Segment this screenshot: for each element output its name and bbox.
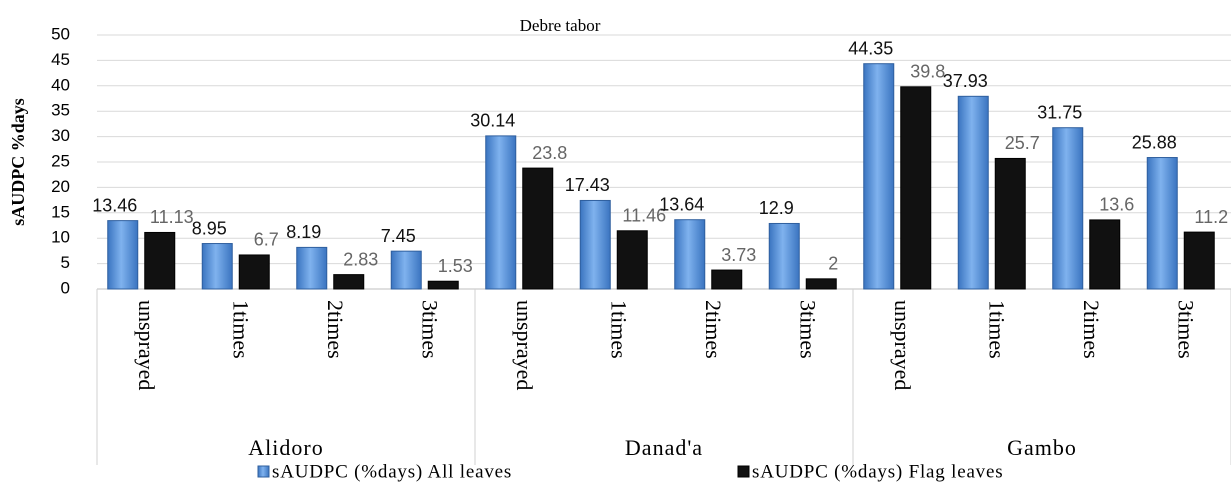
data-label: 13.64 xyxy=(659,194,704,214)
bar xyxy=(900,86,932,290)
data-label: 25.88 xyxy=(1132,132,1177,152)
bar xyxy=(390,250,422,290)
bar xyxy=(711,269,743,290)
data-label: 12.9 xyxy=(759,198,794,218)
x-tick-label: 3times xyxy=(418,300,443,359)
data-label: 44.35 xyxy=(848,38,893,58)
data-label: 8.95 xyxy=(192,218,227,238)
y-tick-label: 10 xyxy=(51,228,70,247)
x-tick-label: 2times xyxy=(1079,300,1104,359)
legend-label: sAUDPC (%days) Flag leaves xyxy=(752,461,1003,482)
data-label: 11.46 xyxy=(622,206,666,226)
data-label: 37.93 xyxy=(943,71,988,91)
data-label: 8.19 xyxy=(286,222,321,242)
y-tick-label: 30 xyxy=(51,126,70,145)
legend-swatch xyxy=(257,465,270,478)
bar xyxy=(427,280,459,290)
data-label: 17.43 xyxy=(565,175,610,195)
data-label: 7.45 xyxy=(381,226,416,246)
x-tick-label: 2times xyxy=(701,300,726,359)
data-label: 13.46 xyxy=(92,195,137,215)
bar xyxy=(994,157,1026,290)
y-tick-label: 35 xyxy=(51,101,70,120)
data-label: 11.2 xyxy=(1194,207,1228,227)
data-label: 31.75 xyxy=(1037,102,1082,122)
bar xyxy=(616,230,648,290)
x-tick-label: unsprayed xyxy=(134,300,159,390)
x-tick-label: 1times xyxy=(985,300,1010,359)
data-label: 25.7 xyxy=(1005,133,1040,153)
bar xyxy=(579,199,611,290)
data-label: 39.8 xyxy=(910,62,945,82)
x-tick-label: 3times xyxy=(796,300,821,359)
group-label: Danad'a xyxy=(625,435,703,460)
data-label: 11.13 xyxy=(150,207,194,227)
chart-title: Debre tabor xyxy=(520,16,601,35)
legend-swatch xyxy=(737,465,750,478)
data-label: 13.6 xyxy=(1099,195,1134,215)
y-axis-label: sAUDPC %days xyxy=(8,98,28,226)
y-tick-label: 45 xyxy=(51,50,70,69)
bar xyxy=(768,222,800,290)
bar xyxy=(107,220,139,290)
x-tick-label: unsprayed xyxy=(890,300,915,390)
data-label: 23.8 xyxy=(532,143,567,163)
y-tick-label: 20 xyxy=(51,177,70,196)
bar xyxy=(1052,127,1084,290)
x-tick-label: 1times xyxy=(607,300,632,359)
bar xyxy=(333,274,365,290)
x-tick-label: 3times xyxy=(1174,300,1199,359)
bar xyxy=(201,243,233,290)
bar xyxy=(485,135,517,290)
bar xyxy=(805,278,837,290)
group-label: Gambo xyxy=(1007,435,1077,460)
x-tick-label: 1times xyxy=(229,300,254,359)
bar xyxy=(674,219,706,290)
data-label: 30.14 xyxy=(470,111,515,131)
bar xyxy=(238,254,270,290)
bar xyxy=(1183,231,1215,290)
legend-label: sAUDPC (%days) All leaves xyxy=(272,461,512,482)
x-tick-label: unsprayed xyxy=(512,300,537,390)
data-label: 2 xyxy=(828,254,838,274)
data-label: 2.83 xyxy=(343,249,378,269)
y-tick-label: 40 xyxy=(51,75,70,94)
data-label: 3.73 xyxy=(721,245,756,265)
bar xyxy=(296,246,328,290)
y-tick-label: 50 xyxy=(51,24,70,43)
bar xyxy=(1146,157,1178,290)
bar xyxy=(144,231,176,290)
y-tick-label: 25 xyxy=(51,151,70,170)
y-tick-label: 0 xyxy=(61,278,70,297)
data-label: 6.7 xyxy=(254,230,279,250)
bar xyxy=(957,95,989,290)
bar xyxy=(863,63,895,290)
y-tick-label: 5 xyxy=(61,253,70,272)
data-label: 1.53 xyxy=(438,256,473,276)
x-tick-label: 2times xyxy=(323,300,348,359)
bar xyxy=(1089,219,1121,290)
bar xyxy=(522,167,554,290)
group-label: Alidoro xyxy=(248,435,323,460)
y-tick-label: 15 xyxy=(51,202,70,221)
